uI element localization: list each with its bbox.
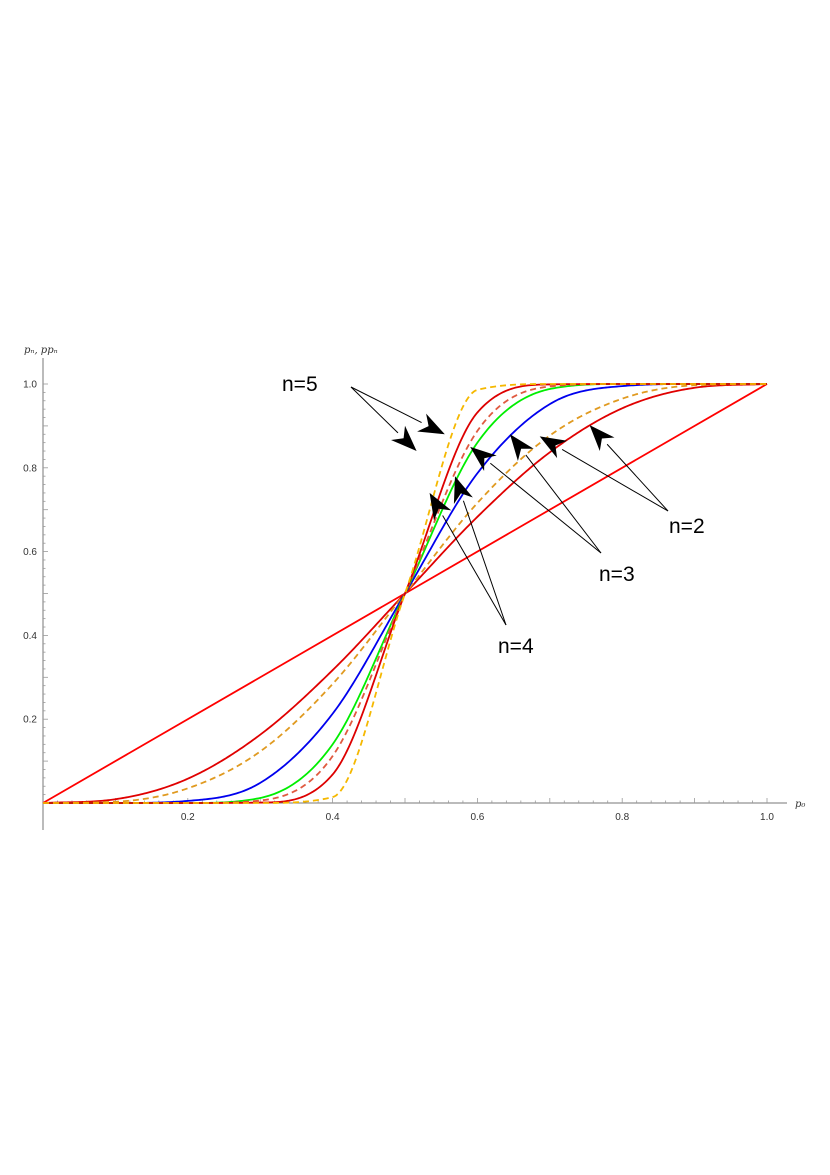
annotation-arrowhead — [417, 413, 445, 435]
y-tick-label: 0.8 — [23, 463, 37, 474]
annotation-label-n4: n=4 — [498, 635, 534, 658]
annotation-arrow-line — [490, 462, 602, 554]
series-layer — [42, 383, 768, 804]
annotation-arrowhead — [453, 476, 473, 504]
series-line-8 — [43, 383, 767, 804]
axes — [42, 358, 787, 830]
x-tick-label: 1.0 — [760, 812, 774, 823]
annotation-label-n3: n=3 — [599, 563, 635, 586]
annotation-arrowhead — [429, 492, 452, 521]
annotation-arrow-line — [525, 454, 602, 554]
x-tick-label: 0.6 — [470, 812, 484, 823]
annotation-arrowhead — [391, 425, 417, 451]
annotation-label-n2: n=2 — [669, 515, 705, 538]
y-axis-label: pₙ, ppₙ — [24, 345, 58, 356]
y-tick-label: 0.2 — [23, 715, 37, 726]
annotation-arrow-line — [606, 443, 669, 512]
annotation-arrowhead — [470, 446, 497, 471]
annotation-layer — [350, 386, 669, 626]
x-tick-label: 0.8 — [615, 812, 629, 823]
x-tick-label: 0.2 — [181, 812, 195, 823]
annotation-arrowhead — [510, 434, 534, 461]
x-tick-label: 0.4 — [326, 812, 340, 823]
annotation-arrowhead — [539, 436, 568, 459]
ticks: 0.2 0.4 0.6 0.8 1.0 0.2 0.4 0.6 0.8 1.0 — [23, 380, 774, 824]
x-axis-label: p₀ — [795, 799, 805, 810]
annotation-arrow-line — [350, 386, 422, 424]
annotation-arrow-line — [561, 449, 669, 512]
y-tick-label: 0.6 — [23, 547, 37, 558]
annotation-label-n5: n=5 — [282, 373, 318, 396]
annotation-arrowhead — [589, 425, 615, 451]
y-tick-label: 0.4 — [23, 631, 37, 642]
annotation-arrow-line — [442, 515, 507, 626]
y-tick-label: 1.0 — [23, 380, 37, 391]
annotation-arrow-line — [462, 500, 507, 626]
annotation-arrow-line — [350, 386, 399, 434]
